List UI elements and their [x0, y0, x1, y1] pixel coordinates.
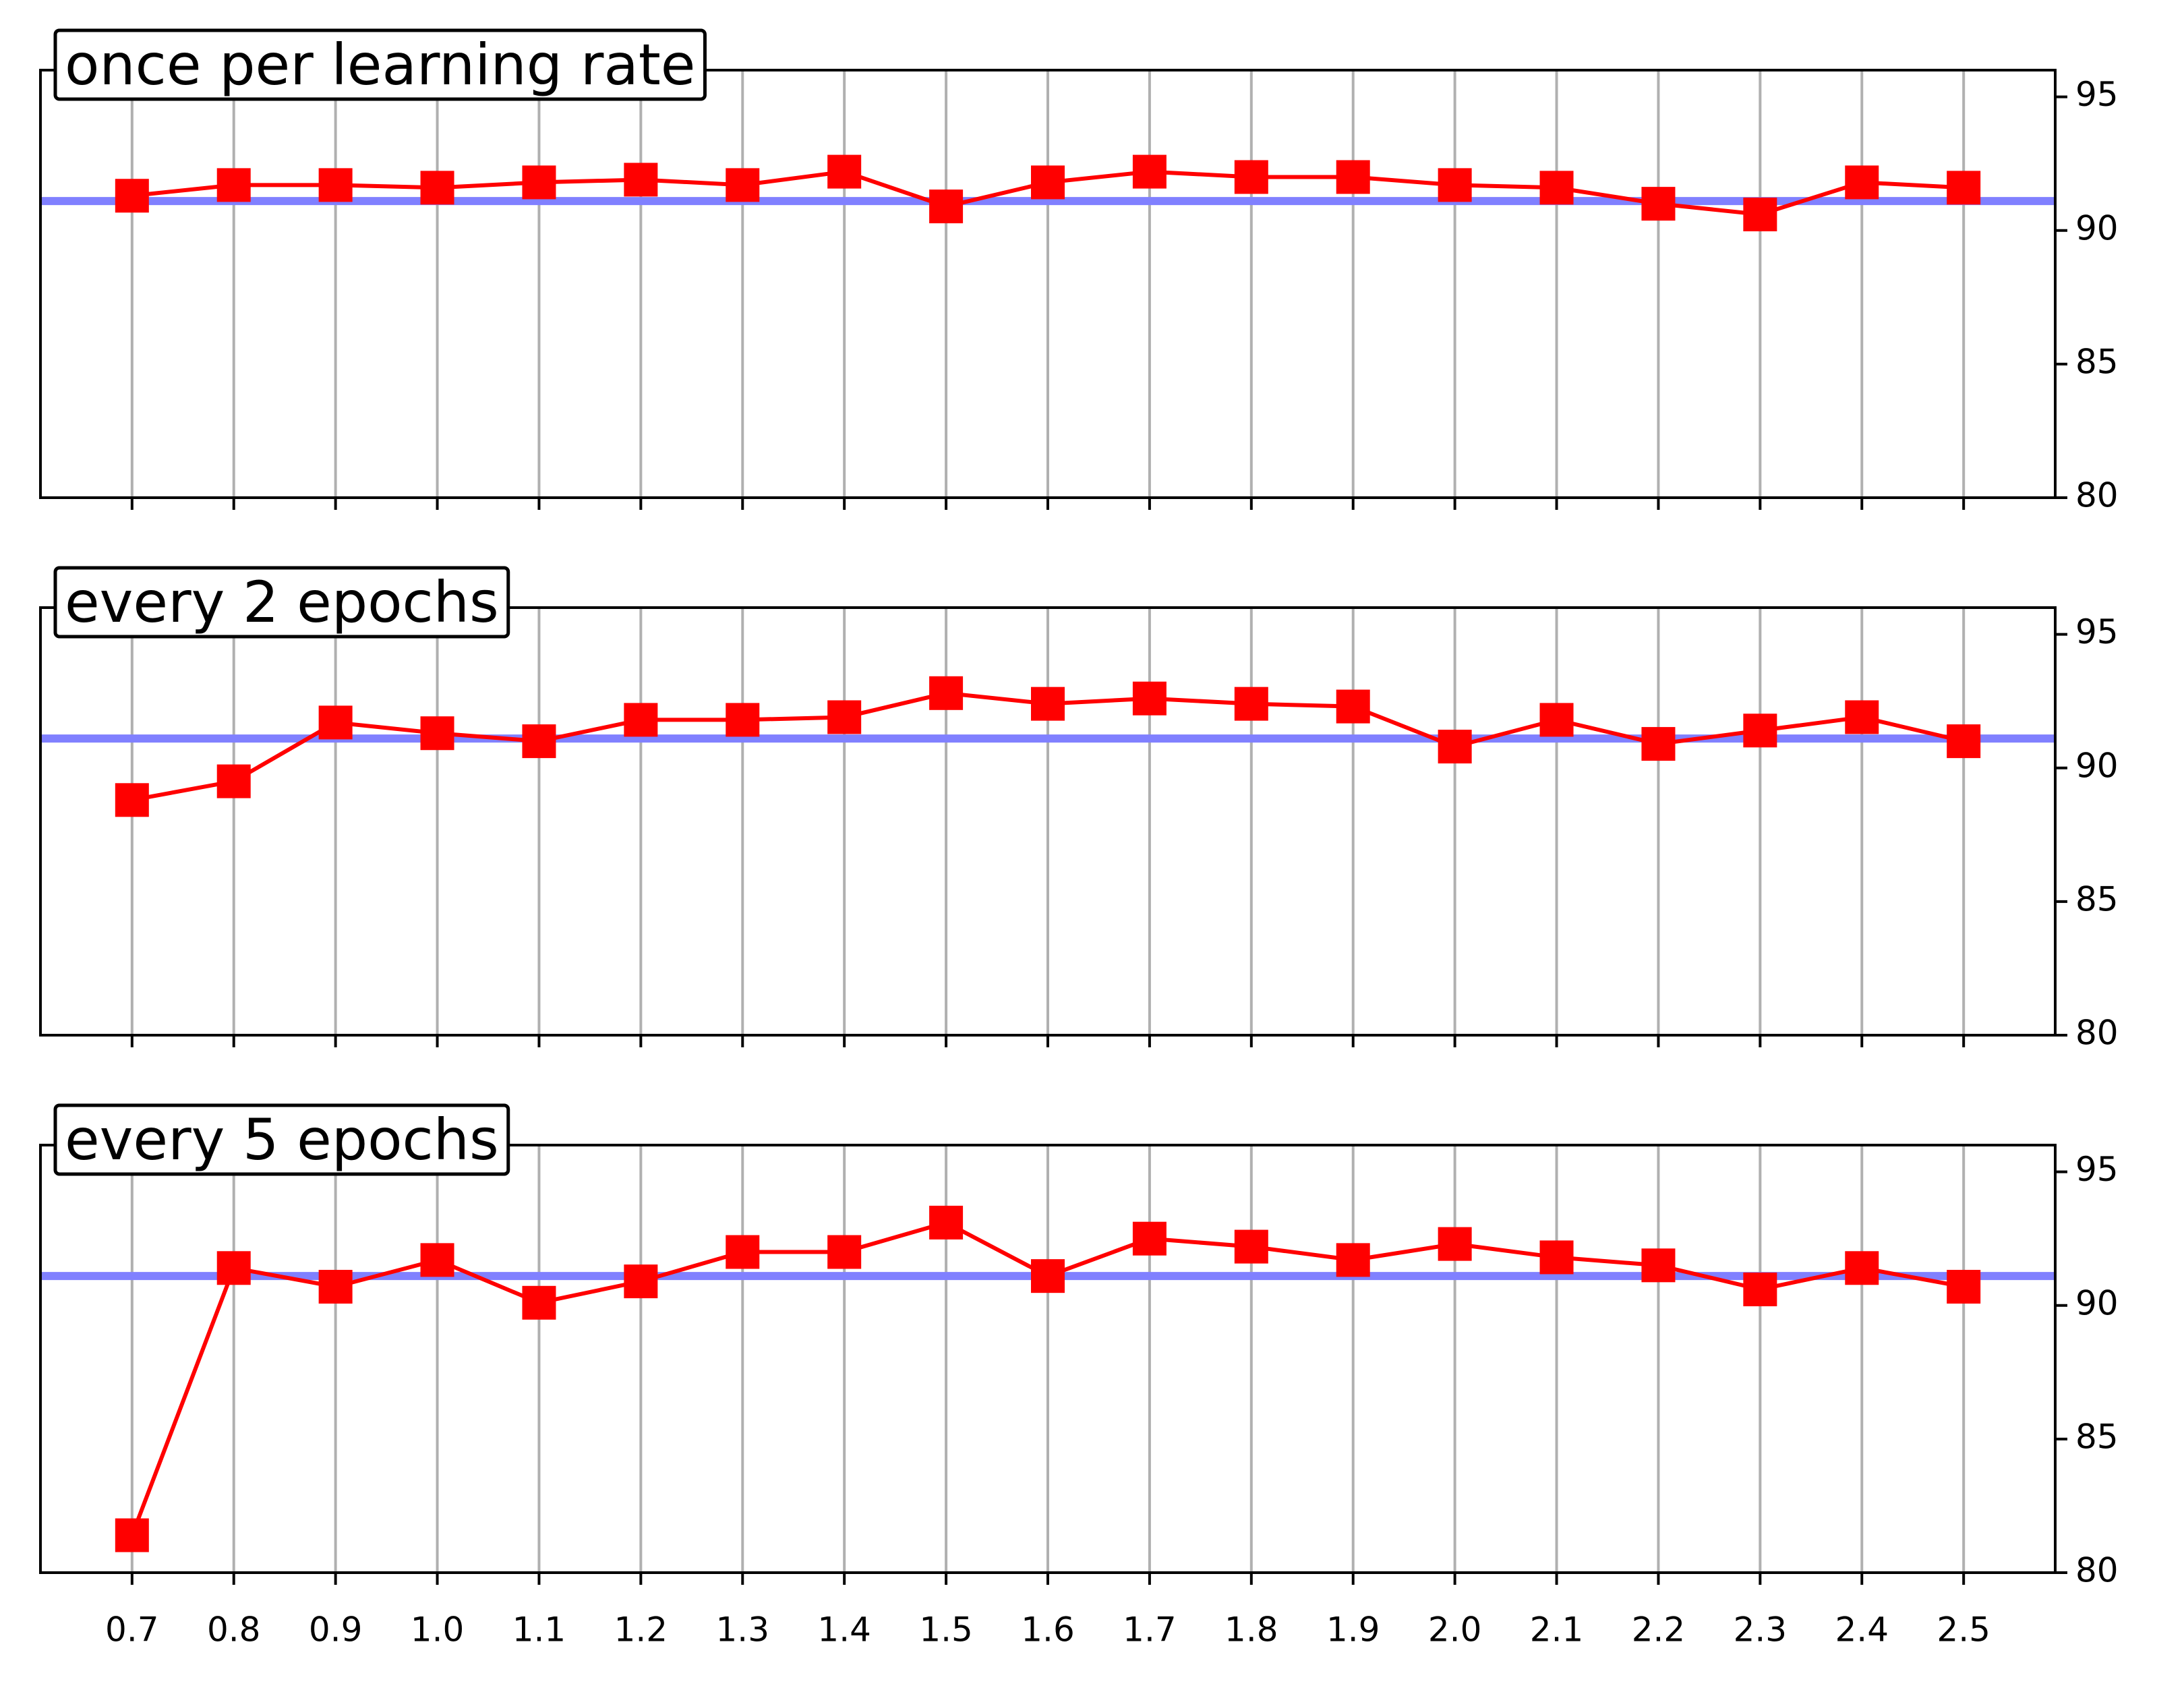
marker — [1845, 700, 1879, 734]
x-tick-label: 2.2 — [1632, 1610, 1686, 1650]
marker — [827, 700, 862, 734]
marker — [1641, 187, 1676, 221]
x-tick-label: 1.7 — [1123, 1610, 1177, 1650]
x-tick-label: 1.9 — [1326, 1610, 1380, 1650]
marker — [1539, 703, 1574, 737]
marker — [1438, 1227, 1472, 1261]
marker — [1438, 730, 1472, 764]
x-tick-label: 0.8 — [207, 1610, 261, 1650]
marker — [624, 703, 658, 737]
marker — [216, 764, 251, 798]
marker — [1845, 1251, 1879, 1285]
marker — [216, 168, 251, 202]
marker — [827, 154, 862, 189]
panel-title: once per learning rate — [65, 32, 695, 98]
marker — [1947, 1270, 1981, 1304]
x-tick-label: 2.4 — [1835, 1610, 1889, 1650]
x-tick-label: 1.3 — [716, 1610, 770, 1650]
title-box — [53, 566, 510, 639]
marker — [1947, 724, 1981, 759]
x-tick-label: 1.5 — [919, 1610, 973, 1650]
marker — [318, 168, 353, 202]
x-tick-label: 0.9 — [309, 1610, 363, 1650]
x-tick-label: 2.5 — [1937, 1610, 1990, 1650]
y-tick-label: 80 — [2075, 476, 2119, 515]
marker — [1234, 1229, 1268, 1264]
marker — [420, 716, 454, 751]
panel-title: every 5 epochs — [65, 1107, 499, 1173]
axes-frame — [39, 69, 2057, 499]
marker — [1031, 687, 1065, 721]
marker — [726, 703, 760, 737]
marker — [1336, 689, 1370, 724]
x-tick-label: 1.4 — [817, 1610, 871, 1650]
marker — [624, 1264, 658, 1299]
marker — [1336, 160, 1370, 194]
x-tick-label: 1.6 — [1021, 1610, 1075, 1650]
marker — [1845, 165, 1879, 200]
marker — [1641, 727, 1676, 761]
marker — [318, 705, 353, 740]
title-box — [53, 28, 707, 101]
y-tick-label: 90 — [2075, 1283, 2119, 1322]
y-tick-label: 80 — [2075, 1551, 2119, 1590]
y-tick-label: 85 — [2075, 342, 2119, 381]
marker — [726, 1235, 760, 1269]
x-tick-label: 1.2 — [614, 1610, 668, 1650]
marker — [624, 163, 658, 197]
marker — [1132, 154, 1167, 189]
marker — [1539, 171, 1574, 205]
marker — [522, 165, 556, 200]
panel-title: every 2 epochs — [65, 569, 499, 635]
y-tick-label: 95 — [2075, 75, 2119, 114]
marker — [1743, 1272, 1777, 1306]
x-tick-label: 2.1 — [1530, 1610, 1584, 1650]
marker — [420, 171, 454, 205]
marker — [929, 190, 964, 224]
marker — [1438, 168, 1472, 202]
y-tick-label: 90 — [2075, 746, 2119, 785]
x-tick-label: 1.8 — [1224, 1610, 1278, 1650]
y-tick-label: 85 — [2075, 879, 2119, 919]
marker — [1743, 713, 1777, 748]
marker — [115, 1518, 149, 1552]
axes-frame — [39, 606, 2057, 1037]
title-box — [53, 1103, 510, 1176]
marker — [115, 783, 149, 817]
x-tick-label: 0.7 — [105, 1610, 159, 1650]
y-tick-label: 80 — [2075, 1014, 2119, 1053]
marker — [420, 1243, 454, 1277]
x-tick-label: 1.1 — [512, 1610, 566, 1650]
marker — [1947, 171, 1981, 205]
marker — [522, 724, 556, 759]
marker — [1743, 197, 1777, 231]
marker — [1031, 165, 1065, 200]
axes-frame — [39, 1144, 2057, 1574]
marker — [216, 1251, 251, 1285]
marker — [318, 1270, 353, 1304]
marker — [1641, 1248, 1676, 1283]
marker — [929, 676, 964, 710]
marker — [1234, 160, 1268, 194]
marker — [929, 1205, 964, 1240]
marker — [827, 1235, 862, 1269]
y-tick-label: 95 — [2075, 1150, 2119, 1189]
x-tick-label: 1.0 — [411, 1610, 465, 1650]
y-tick-label: 90 — [2075, 208, 2119, 247]
marker — [1234, 687, 1268, 721]
marker — [1132, 1221, 1167, 1256]
x-tick-label: 2.3 — [1734, 1610, 1788, 1650]
y-tick-label: 95 — [2075, 612, 2119, 651]
marker — [1336, 1243, 1370, 1277]
marker — [1132, 681, 1167, 716]
marker — [726, 168, 760, 202]
x-tick-label: 2.0 — [1428, 1610, 1482, 1650]
marker — [522, 1285, 556, 1320]
y-tick-label: 85 — [2075, 1417, 2119, 1456]
marker — [1539, 1240, 1574, 1275]
marker — [1031, 1259, 1065, 1293]
marker — [115, 179, 149, 213]
